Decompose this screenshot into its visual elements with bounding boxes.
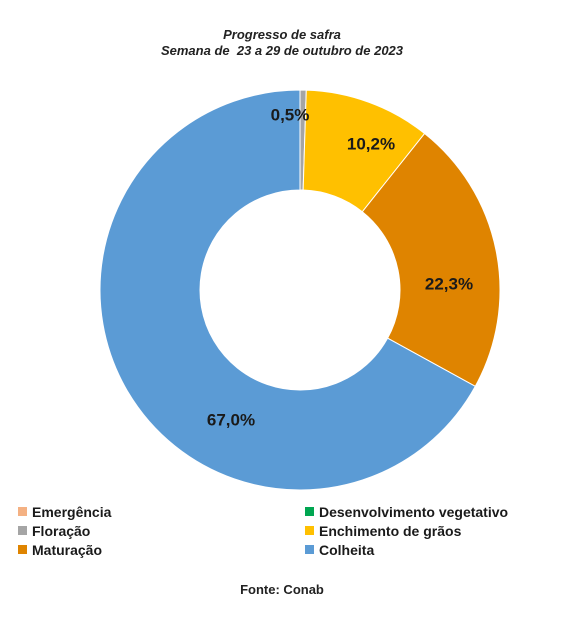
chart-title-block: Progresso de safra Semana de 23 a 29 de … xyxy=(0,27,564,59)
legend-swatch-maturacao xyxy=(18,545,27,554)
legend-swatch-emergencia xyxy=(18,507,27,516)
chart-title: Progresso de safra xyxy=(223,27,341,42)
legend-label-floracao: Floração xyxy=(32,522,91,539)
legend-label-maturacao: Maturação xyxy=(32,541,103,558)
data-label-enchimento-de-graos: 10,2% xyxy=(347,134,395,153)
donut-slice-colheita xyxy=(99,89,476,491)
chart-legend: Emergência Desenvolvimento vegetativo Fl… xyxy=(18,503,558,558)
legend-label-emergencia: Emergência xyxy=(32,503,112,520)
legend-swatch-enchimento-de-graos xyxy=(305,526,314,535)
legend-item-emergencia: Emergência xyxy=(18,503,305,520)
legend-swatch-colheita xyxy=(305,545,314,554)
legend-item-enchimento-de-graos: Enchimento de grãos xyxy=(305,522,555,539)
data-label-colheita: 67,0% xyxy=(207,410,255,429)
legend-label-desenvolvimento-vegetativo: Desenvolvimento vegetativo xyxy=(319,503,509,520)
legend-swatch-floracao xyxy=(18,526,27,535)
data-label-maturacao: 22,3% xyxy=(425,274,473,293)
legend-label-colheita: Colheita xyxy=(319,541,375,558)
chart-source: Fonte: Conab xyxy=(240,582,324,597)
legend-swatch-desenvolvimento-vegetativo xyxy=(305,507,314,516)
legend-item-colheita: Colheita xyxy=(305,541,555,558)
donut-slices xyxy=(99,89,501,491)
legend-label-enchimento-de-graos: Enchimento de grãos xyxy=(319,522,462,539)
legend-item-maturacao: Maturação xyxy=(18,541,305,558)
chart-subtitle: Semana de 23 a 29 de outubro de 2023 xyxy=(160,43,404,58)
donut-slice-maturacao xyxy=(361,132,501,388)
donut-labels: 0,5% 10,2% 22,3% 67,0% xyxy=(207,105,473,429)
legend-item-desenvolvimento-vegetativo: Desenvolvimento vegetativo xyxy=(305,503,555,520)
data-label-floracao: 0,5% xyxy=(271,105,310,124)
legend-item-floracao: Floração xyxy=(18,522,305,539)
donut-chart: 0,5% 10,2% 22,3% 67,0% xyxy=(99,89,501,491)
